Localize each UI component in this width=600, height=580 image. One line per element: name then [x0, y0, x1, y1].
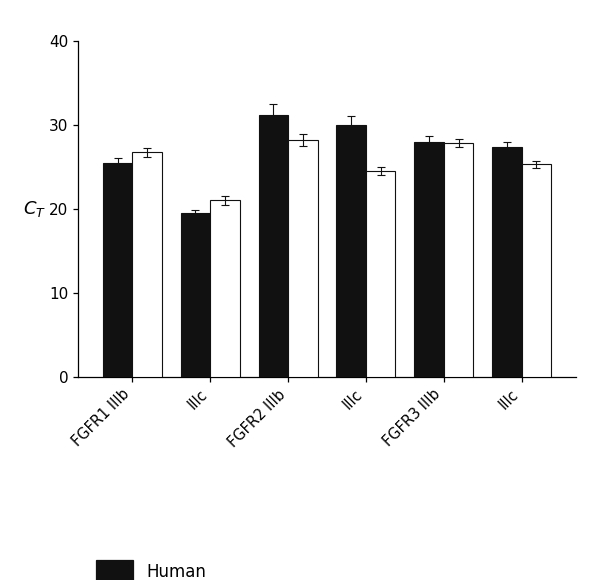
- Bar: [444, 143, 473, 377]
- Bar: [288, 140, 317, 377]
- Bar: [210, 201, 240, 377]
- Bar: [366, 171, 395, 377]
- Bar: [133, 153, 162, 377]
- Bar: [337, 125, 366, 377]
- Bar: [492, 147, 521, 377]
- Y-axis label: $C_T$: $C_T$: [23, 199, 47, 219]
- Bar: [521, 164, 551, 377]
- Bar: [103, 162, 133, 377]
- Bar: [181, 213, 210, 377]
- Bar: [259, 115, 288, 377]
- Legend: Human, Canine: Human, Canine: [96, 560, 206, 580]
- Bar: [414, 142, 444, 377]
